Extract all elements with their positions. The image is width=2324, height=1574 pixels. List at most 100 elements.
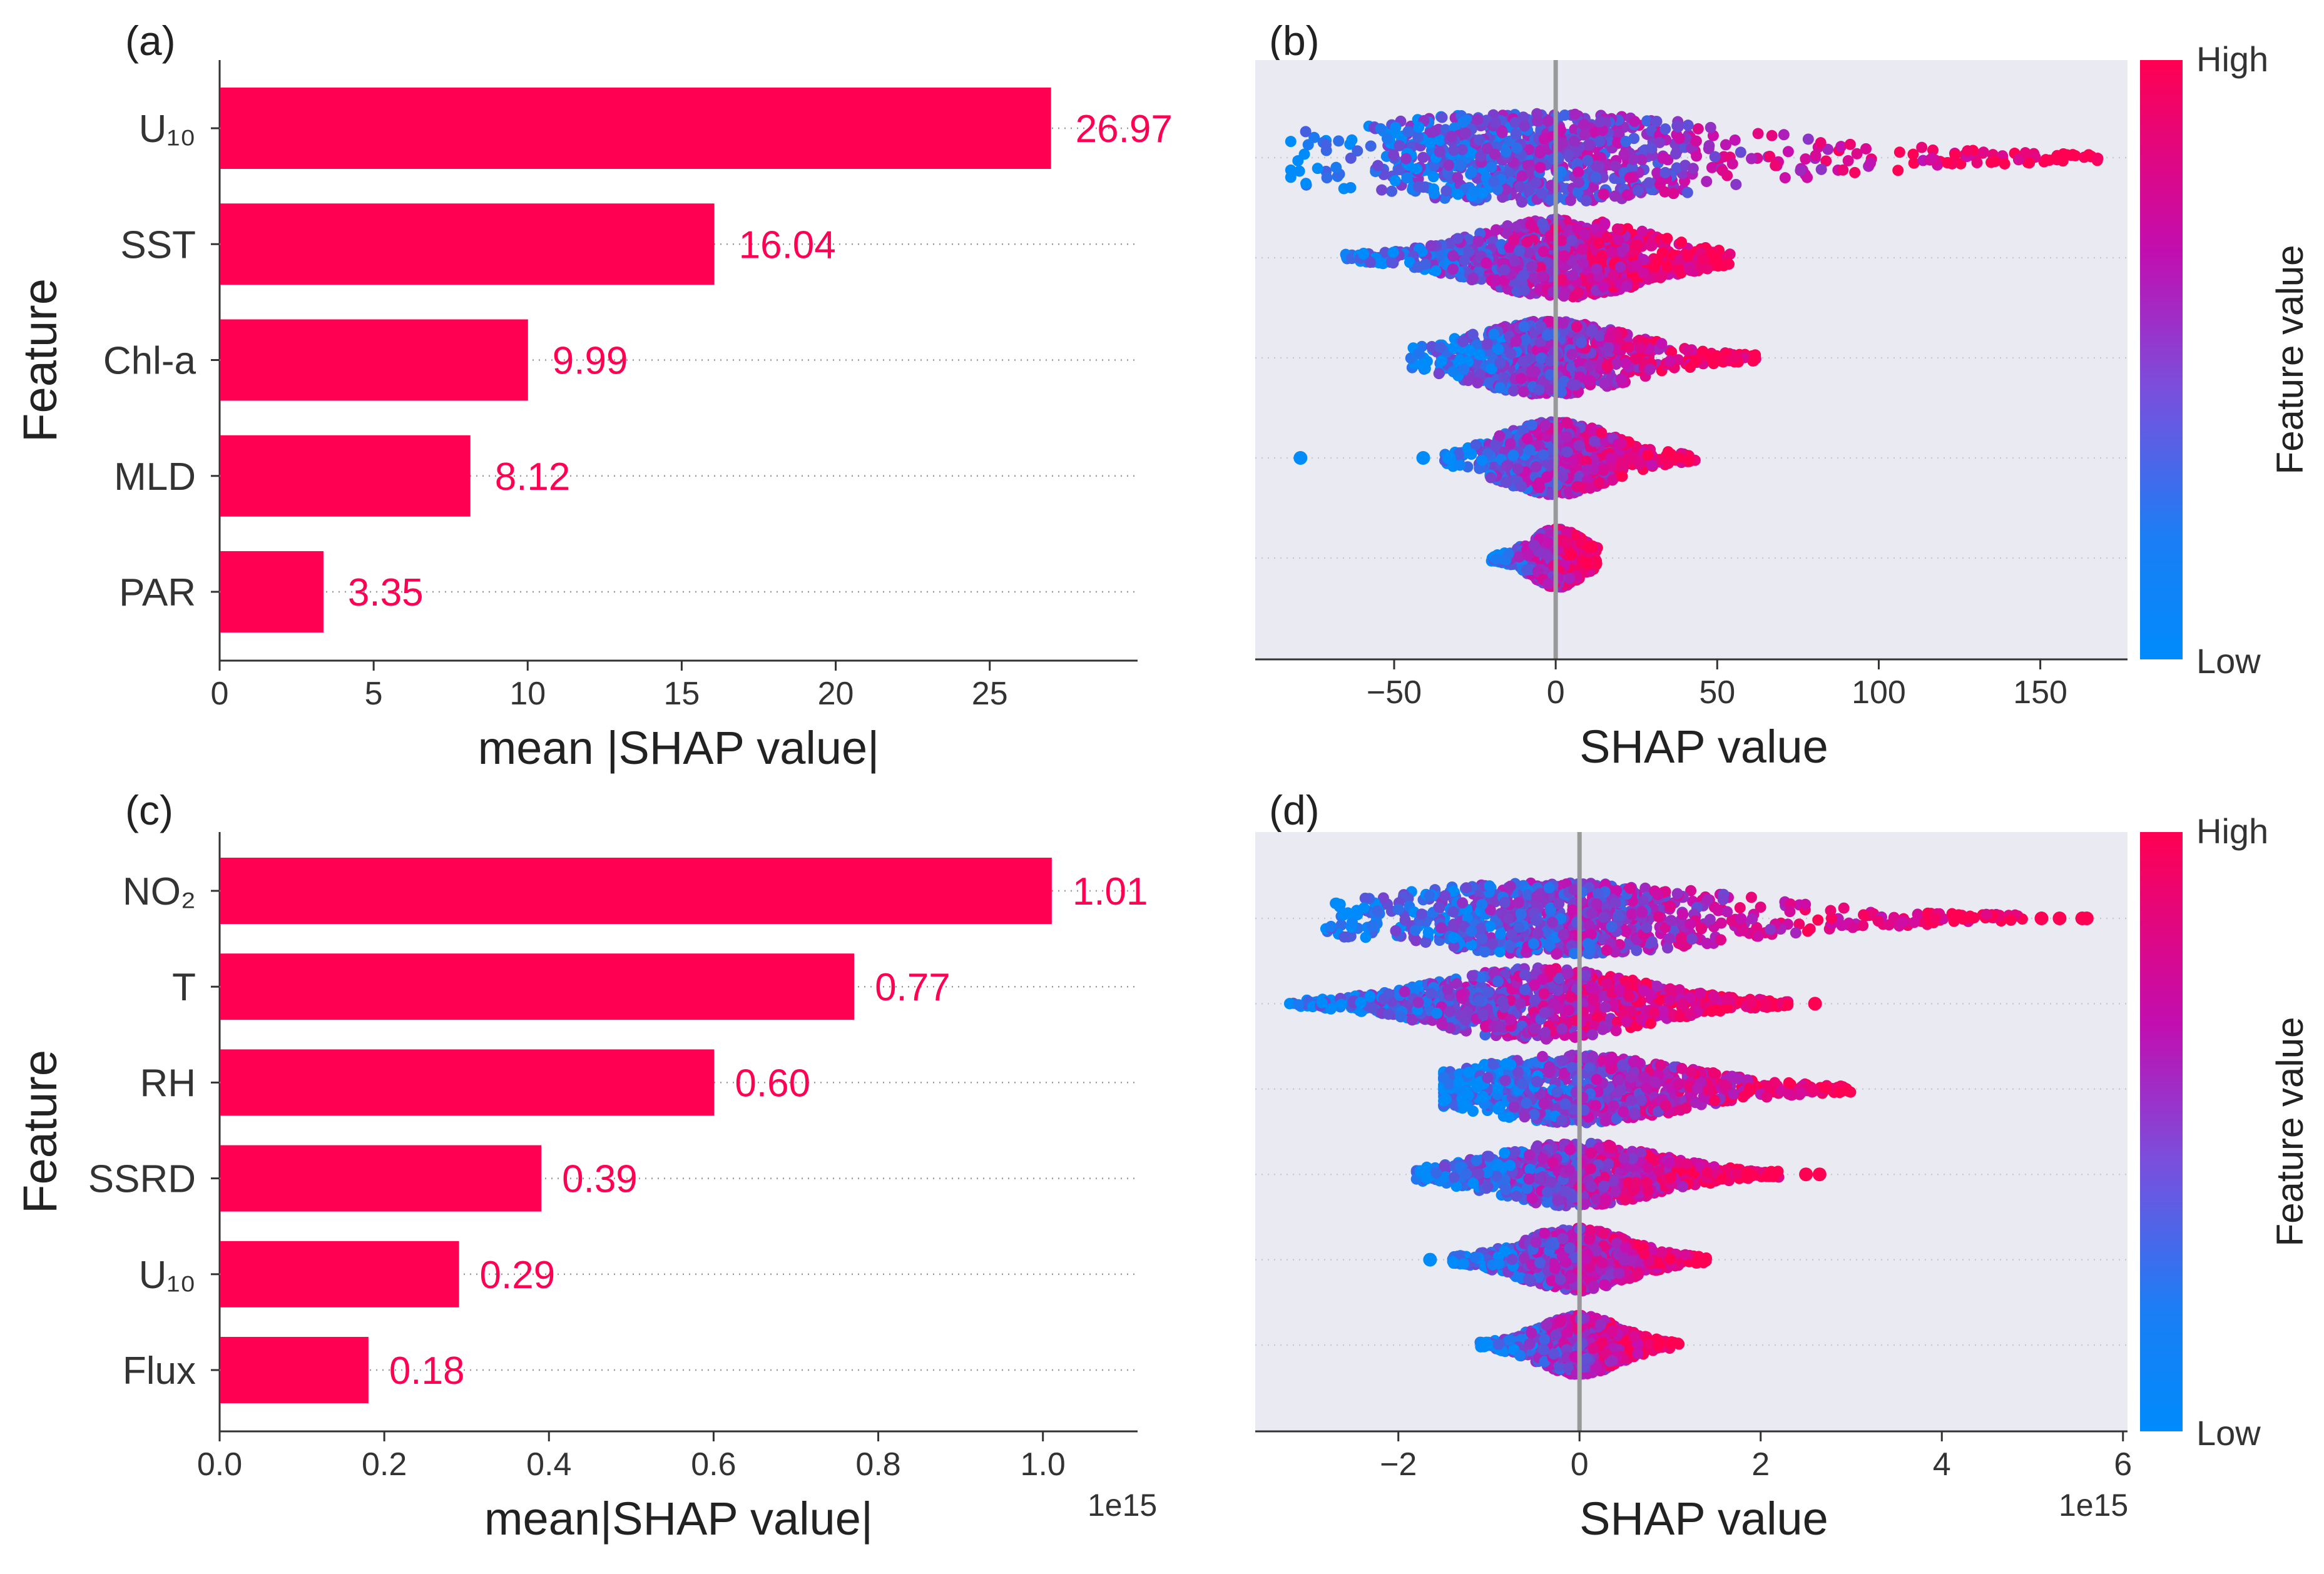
data-point xyxy=(1597,124,1609,136)
category-label: Chl-a xyxy=(103,340,196,383)
data-point xyxy=(1507,385,1519,397)
data-point xyxy=(1656,270,1668,282)
data-point xyxy=(1435,355,1447,367)
data-point xyxy=(1394,164,1405,176)
category-label: NO₂ xyxy=(123,870,196,913)
data-point xyxy=(1458,363,1470,375)
value-label: 26.97 xyxy=(1076,108,1173,151)
data-point xyxy=(1927,144,1939,156)
category-label: MLD xyxy=(114,455,196,499)
data-point xyxy=(1611,223,1623,235)
category-label: SST xyxy=(120,223,196,267)
data-point xyxy=(1637,267,1649,278)
data-point xyxy=(1571,158,1583,170)
data-point xyxy=(1394,140,1405,151)
data-point xyxy=(1494,382,1506,394)
data-point xyxy=(1630,260,1642,272)
data-point xyxy=(1526,366,1537,378)
data-point xyxy=(1864,157,1876,169)
data-point xyxy=(1467,272,1479,284)
data-point xyxy=(1352,145,1363,157)
data-point xyxy=(1673,452,1684,464)
data-point xyxy=(1628,153,1639,165)
data-point xyxy=(1372,160,1384,171)
x-tick-label: 25 xyxy=(972,676,1008,712)
data-point xyxy=(1569,379,1581,391)
x-tick-label: 10 xyxy=(509,676,546,712)
bar xyxy=(220,319,528,401)
data-point xyxy=(1729,134,1741,146)
data-point xyxy=(1537,449,1549,461)
data-point xyxy=(1618,148,1630,160)
data-point xyxy=(1691,150,1703,162)
data-point xyxy=(1916,141,1928,153)
x-tick-label: 100 xyxy=(1852,674,1906,711)
x-tick-label: 1.0 xyxy=(1021,1446,1066,1483)
data-point xyxy=(1633,459,1645,470)
data-point xyxy=(1490,553,1502,565)
data-point xyxy=(1729,352,1741,363)
data-point xyxy=(1893,146,1905,158)
data-point xyxy=(1844,138,1856,150)
data-point xyxy=(1413,121,1425,133)
data-point xyxy=(1616,246,1628,258)
data-point xyxy=(1795,165,1807,176)
data-point xyxy=(1400,153,1412,165)
x-tick-label: 5 xyxy=(365,676,383,712)
bar xyxy=(220,1241,459,1307)
data-point xyxy=(1577,257,1589,269)
data-point xyxy=(1838,902,1850,914)
colorbar-high-label: High xyxy=(2196,39,2268,79)
data-point xyxy=(1596,427,1608,439)
data-point xyxy=(2082,149,2094,161)
colorbar-low-label: Low xyxy=(2196,641,2261,681)
panel-label: (d) xyxy=(1269,787,1320,833)
data-point xyxy=(1576,337,1588,348)
data-point xyxy=(1346,134,1358,146)
data-point xyxy=(1676,236,1688,248)
data-point xyxy=(1333,135,1345,147)
data-point xyxy=(1422,927,1434,938)
data-point xyxy=(1447,263,1459,275)
data-point xyxy=(1558,290,1570,302)
data-point xyxy=(1661,233,1673,245)
data-point xyxy=(1692,123,1704,135)
data-point xyxy=(1561,431,1572,443)
bar xyxy=(220,1337,369,1403)
data-point xyxy=(1590,171,1602,183)
data-point xyxy=(1508,234,1520,246)
data-point xyxy=(1849,166,1861,178)
data-point xyxy=(1573,440,1585,452)
data-point xyxy=(1955,158,1967,170)
data-point xyxy=(1537,246,1549,258)
data-point xyxy=(1596,250,1608,261)
data-point xyxy=(1701,176,1713,188)
data-point xyxy=(1524,444,1536,456)
data-point xyxy=(1815,163,1827,175)
data-point xyxy=(1516,170,1528,182)
data-point xyxy=(1537,270,1549,282)
data-point xyxy=(1447,250,1459,262)
category-label: SSRD xyxy=(88,1158,196,1201)
data-point xyxy=(1385,256,1397,268)
data-point xyxy=(1515,373,1527,385)
data-point xyxy=(1661,261,1673,273)
value-label: 1.01 xyxy=(1073,870,1148,913)
value-label: 0.60 xyxy=(735,1062,810,1105)
data-point xyxy=(1417,151,1429,163)
data-point xyxy=(1618,456,1629,468)
data-point xyxy=(1300,126,1312,138)
data-point xyxy=(1835,141,1847,153)
data-point xyxy=(1683,454,1695,466)
data-point xyxy=(1300,178,1312,190)
data-point xyxy=(1401,172,1413,184)
data-point xyxy=(1698,253,1710,265)
data-point xyxy=(1517,111,1529,123)
data-point xyxy=(1536,188,1547,200)
y-axis-label: Feature xyxy=(14,1050,67,1214)
category-label: U₁₀ xyxy=(139,108,196,151)
data-point xyxy=(1584,482,1596,494)
data-point xyxy=(1651,167,1663,179)
